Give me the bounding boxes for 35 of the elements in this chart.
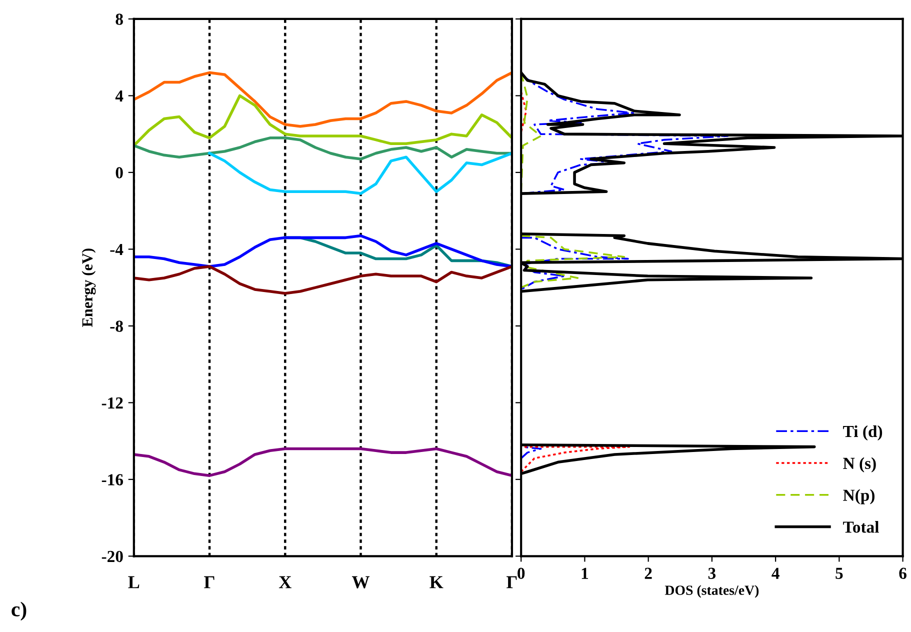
- x-tick-label: 0: [518, 568, 525, 579]
- x-tick-label: W: [352, 576, 370, 588]
- x-tick-label: X: [278, 576, 292, 588]
- x-tick-label: Γ: [204, 576, 214, 588]
- line-series: [134, 265, 512, 295]
- x-tick-label: 2: [644, 568, 652, 579]
- x-tick-label: 3: [708, 568, 716, 579]
- line-series: [134, 234, 512, 268]
- line-series: [134, 136, 512, 160]
- y-tick-label: 8: [116, 14, 123, 25]
- y-tick-label: -12: [102, 397, 123, 408]
- line-series: [134, 447, 512, 477]
- y-tick-label: -8: [110, 320, 123, 332]
- x-tick-label: 4: [772, 568, 780, 579]
- x-tick-label: 5: [836, 568, 843, 579]
- line-series: [134, 71, 512, 128]
- x-tick-label: 1: [582, 568, 588, 579]
- legend-label: Total: [843, 521, 879, 533]
- line-series: [208, 152, 512, 195]
- line-series: [134, 94, 512, 147]
- legend-label: N(p): [843, 489, 874, 504]
- y-tick-label: -16: [102, 474, 124, 486]
- y-tick-label: 0: [116, 167, 123, 178]
- legend-label: N (s): [843, 457, 876, 472]
- text: c): [12, 602, 26, 621]
- x-tick-label: L: [128, 576, 140, 588]
- y-axis-title: Energy (eV): [82, 248, 96, 327]
- y-tick-label: -20: [102, 550, 123, 562]
- x-tick-label: K: [430, 576, 444, 588]
- y-tick-label: 4: [115, 90, 124, 102]
- x-tick-label: Γ: [506, 576, 517, 588]
- y-tick-label: -4: [110, 244, 124, 255]
- legend-label: Ti (d): [843, 425, 882, 441]
- x-axis-title: DOS (states/eV): [664, 585, 759, 598]
- x-tick-label: 6: [899, 568, 906, 579]
